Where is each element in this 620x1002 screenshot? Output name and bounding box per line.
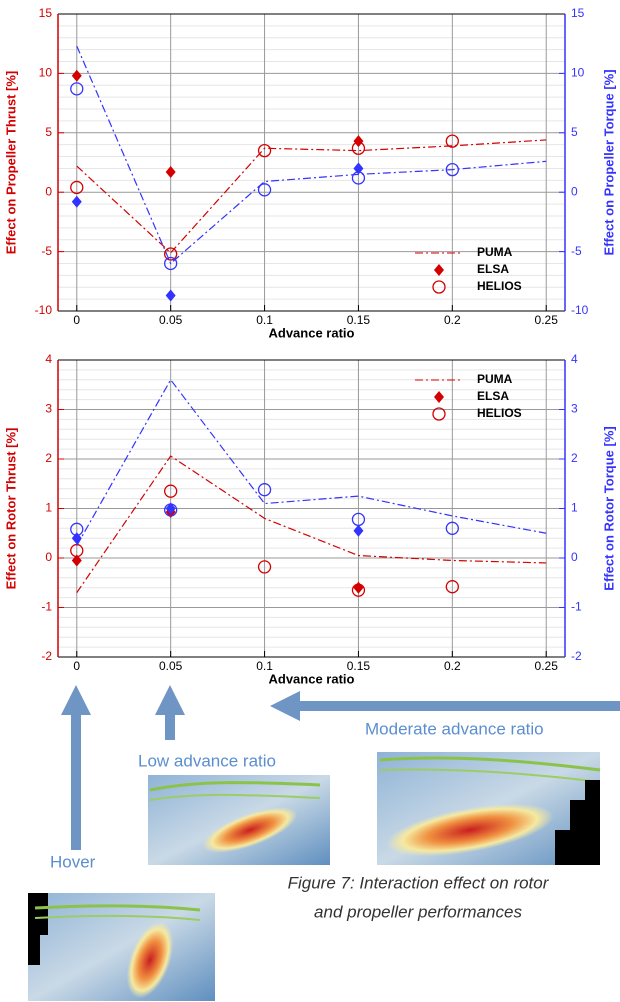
diamond-marker [353,135,364,148]
y-tick-label: 15 [39,6,53,20]
y-tick-label: 2 [45,451,52,465]
circle-marker [432,407,446,421]
y2-tick-label: 5 [571,125,578,139]
y-tick-label: 10 [39,66,53,80]
annotation: Hover [50,852,96,871]
x-tick-label: 0 [73,659,80,673]
annotation: Moderate advance ratio [365,719,544,738]
circle-marker [257,483,272,497]
y2-tick-label: 15 [571,6,585,20]
diamond-marker [165,502,176,515]
y2-axis-label: Effect on Propeller Torque [%] [601,69,616,255]
y2-tick-label: 1 [571,501,578,515]
diamond-marker [165,166,176,179]
circle-marker [351,171,366,185]
y-tick-label: -1 [41,600,52,614]
circle-marker [445,162,459,177]
circle-marker [257,560,272,574]
circle-marker [164,484,178,498]
legend-label: PUMA [477,245,513,259]
legend-label: HELIOS [477,406,522,420]
x-axis-label: Advance ratio [269,671,355,686]
circle-marker [164,256,178,271]
y-tick-label: -2 [41,649,52,663]
caption: Figure 7: Interaction effect on rotor [288,873,550,892]
x-tick-label: 0.2 [444,313,461,327]
circle-marker [70,522,84,536]
x-tick-label: 0.1 [256,659,273,673]
legend-label: ELSA [477,389,509,403]
circle-marker [257,183,272,197]
caption: and propeller performances [314,902,522,921]
circle-marker [445,580,459,594]
y-tick-label: 0 [45,184,52,198]
y-tick-label: -5 [41,244,52,258]
y2-tick-label: 0 [571,550,578,564]
series-line [76,45,547,265]
circle-marker [70,180,84,195]
diamond-marker [434,264,444,276]
chart: -10 -5 0 5 10 15 -10 -5 0 5 10 15 0 0.05 0.1 0.15 0.2 0.2… [3,6,616,340]
legend-label: PUMA [477,372,513,386]
y2-tick-label: -2 [571,649,582,663]
y2-tick-label: -1 [571,600,582,614]
diamond-marker [353,162,364,175]
y-tick-label: 5 [45,125,52,139]
y-tick-label: -10 [35,303,53,317]
diamond-marker [353,524,364,537]
diamond-marker [71,69,82,82]
diamond-marker [71,195,82,208]
circle-marker [164,503,178,517]
legend-label: ELSA [477,262,509,276]
circle-marker [432,280,446,294]
circle-marker [445,134,459,148]
circle-marker [351,512,366,527]
y-tick-label: 0 [45,550,52,564]
diamond-marker [71,554,82,567]
series-line [76,378,547,546]
y2-tick-label: 4 [571,352,578,366]
x-tick-label: 0 [73,313,80,327]
circle-marker [445,521,459,535]
diamond-marker [165,289,176,302]
flow-image [28,893,215,1001]
y-tick-label: 1 [45,501,52,515]
x-tick-label: 0.15 [347,659,371,673]
flow-image [148,775,330,865]
y-axis-label: Effect on Propeller Thrust [%] [3,71,18,254]
x-tick-label: 0.25 [535,313,559,327]
diamond-marker [434,391,444,403]
circle-marker [70,82,84,96]
circle-marker [164,247,178,261]
y-axis-label: Effect on Rotor Thrust [%] [3,428,18,590]
x-tick-label: 0.15 [347,313,371,327]
y2-tick-label: 0 [571,184,578,198]
y2-tick-label: 10 [571,66,585,80]
circle-marker [351,141,366,155]
x-tick-label: 0.1 [256,313,273,327]
y2-tick-label: -10 [571,303,589,317]
x-tick-label: 0.05 [159,659,183,673]
y2-tick-label: -5 [571,244,582,258]
y2-tick-label: 3 [571,402,578,416]
y2-tick-label: 2 [571,451,578,465]
legend-label: HELIOS [477,279,522,293]
annotation: Low advance ratio [138,751,276,770]
circle-marker [257,143,272,158]
y-tick-label: 3 [45,402,52,416]
x-tick-label: 0.2 [444,659,461,673]
x-axis-label: Advance ratio [269,325,355,340]
y2-axis-label: Effect on Rotor Torque [%] [601,426,616,590]
plot-area [58,14,565,311]
circle-marker [351,583,366,597]
flow-image [377,752,601,865]
x-tick-label: 0.05 [159,313,183,327]
series-line [76,139,547,254]
chart: -2 -1 0 1 2 3 4 -2 -1 0 1 2 3 4 0 0.05 0.1 0.15 0.2 0.25 Adv… [3,352,616,686]
x-tick-label: 0.25 [535,659,559,673]
y-tick-label: 4 [45,352,52,366]
